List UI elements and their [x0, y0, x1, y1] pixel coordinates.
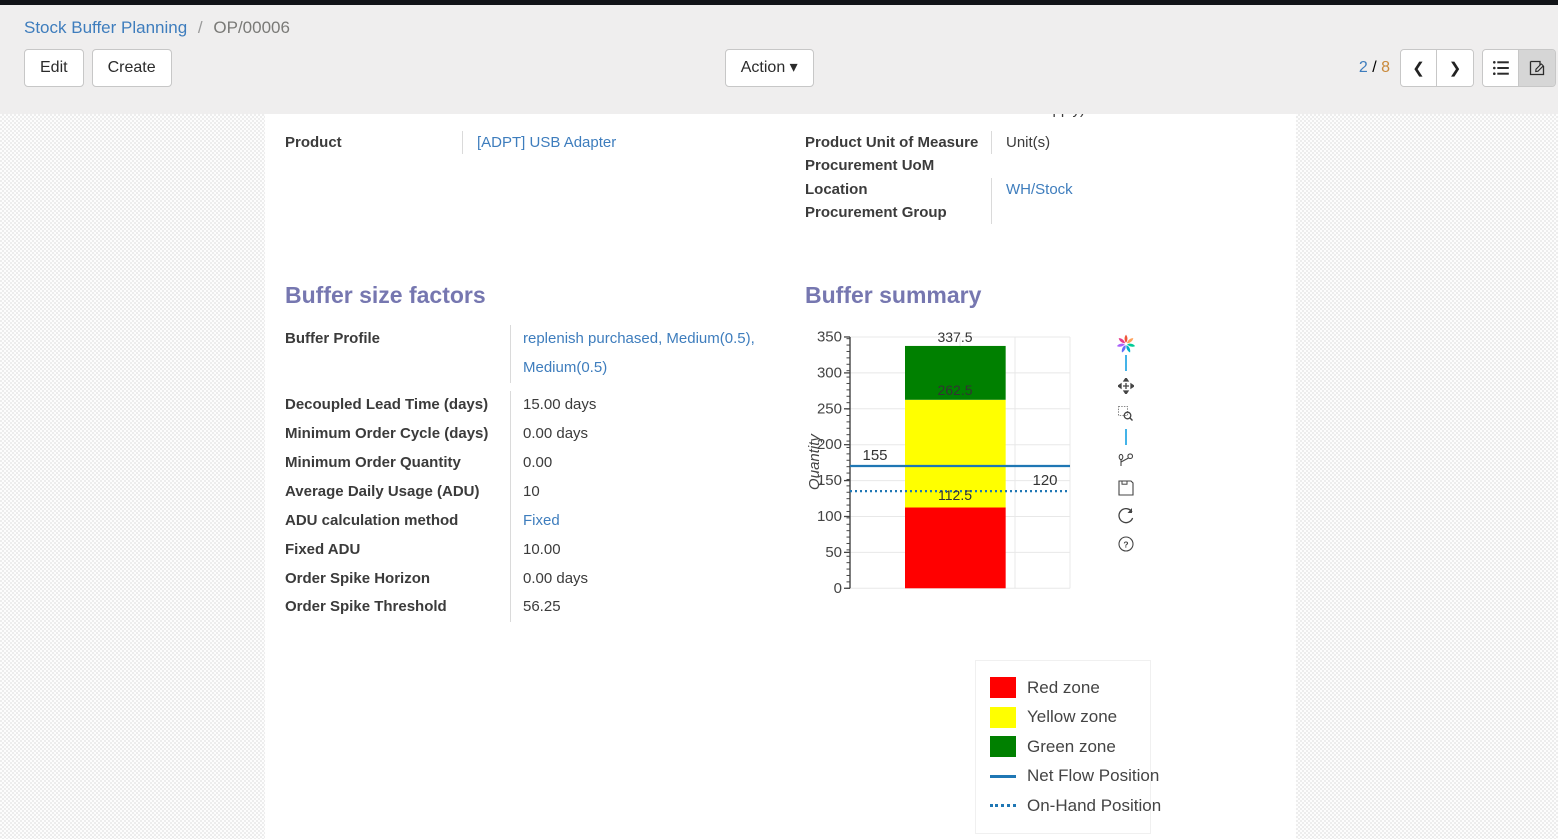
- svg-text:100: 100: [817, 508, 842, 525]
- svg-text:0: 0: [834, 580, 842, 597]
- svg-text:337.5: 337.5: [937, 329, 972, 345]
- svg-text:112.5: 112.5: [938, 487, 972, 503]
- svg-text:?: ?: [1123, 540, 1128, 550]
- svg-text:262.5: 262.5: [937, 382, 972, 398]
- svg-text:Quantity: Quantity: [806, 433, 823, 490]
- svg-text:50: 50: [825, 544, 842, 561]
- svg-text:120: 120: [1032, 472, 1057, 489]
- svg-text:300: 300: [817, 364, 842, 381]
- svg-text:250: 250: [817, 400, 842, 417]
- svg-text:155: 155: [862, 447, 887, 464]
- svg-text:350: 350: [817, 329, 842, 346]
